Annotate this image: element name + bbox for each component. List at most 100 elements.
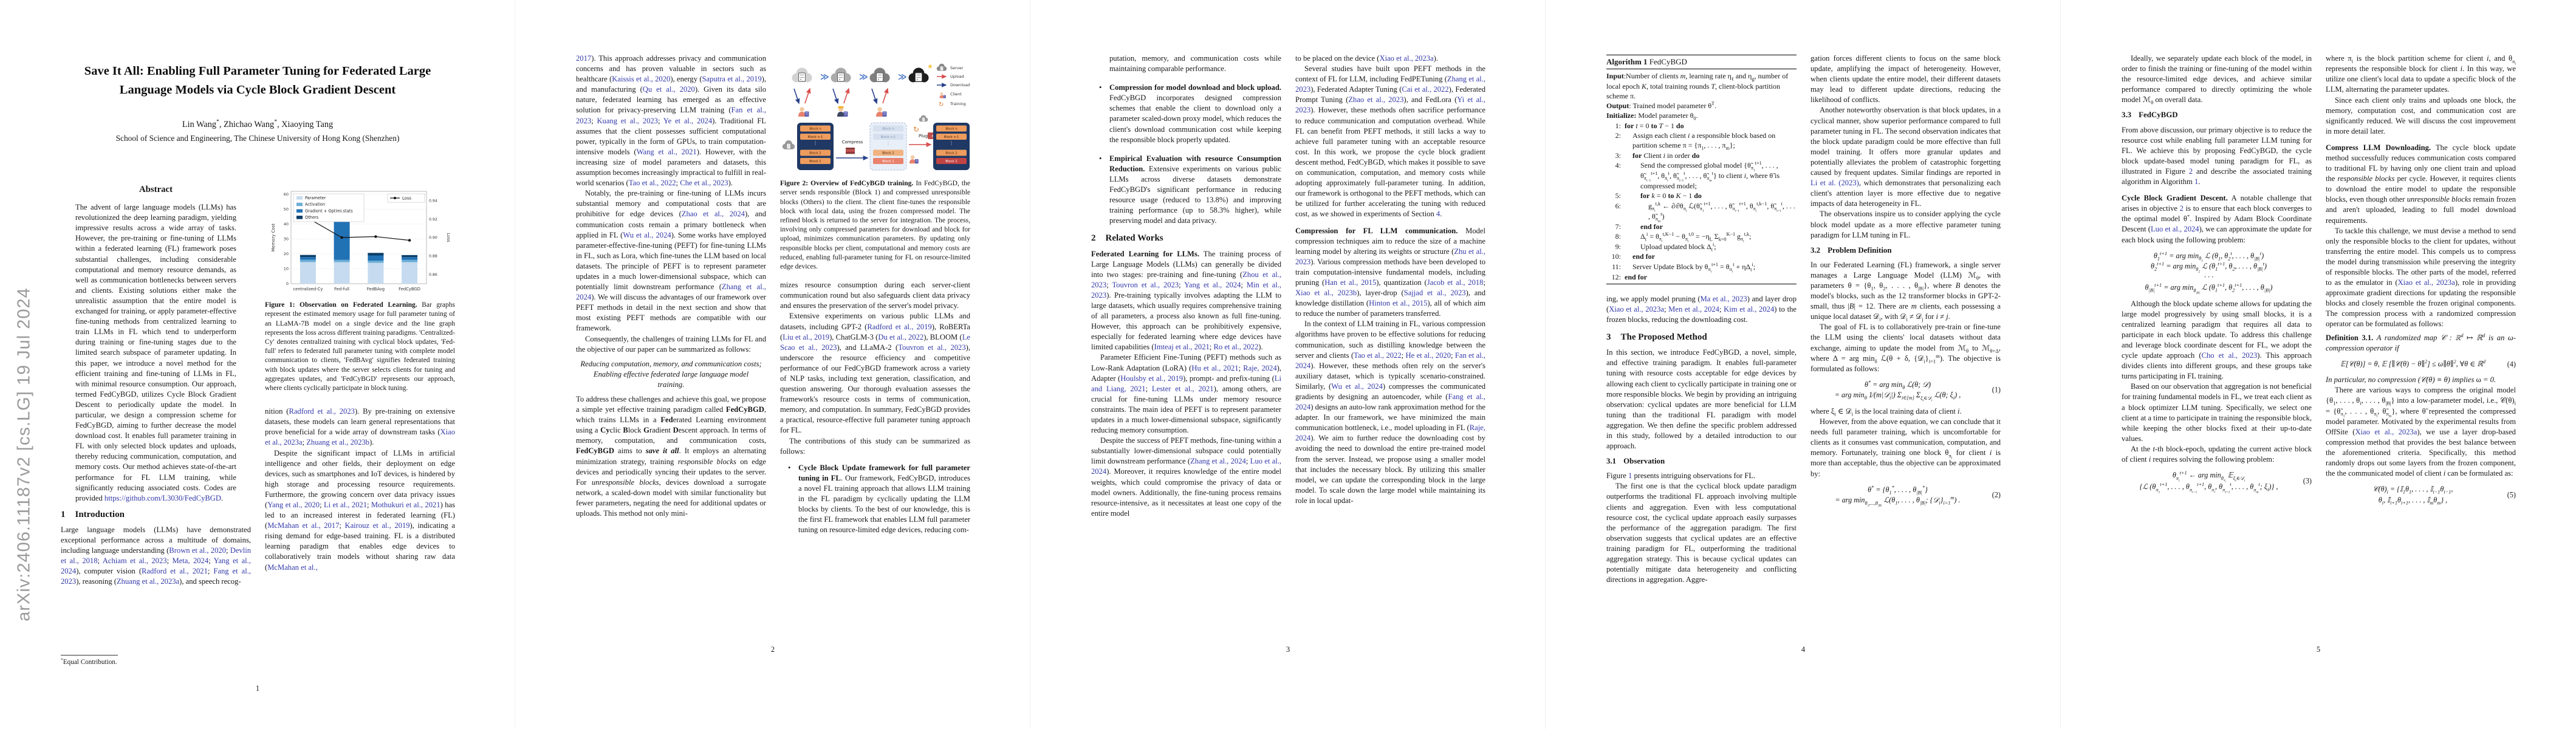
svg-text:Others: Others [305,215,319,220]
citation-link[interactable]: Jacob et al., 2018 [1427,278,1484,287]
citation-link[interactable]: Qu et al., 2020 [642,85,695,94]
figure-caption: Figure 1: Observation on Federated Learn… [265,301,455,392]
citation-link[interactable]: Kairouz et al., 2019 [344,521,410,530]
citation-link[interactable]: Yang et al., 2024 [1184,280,1241,289]
citation-link[interactable]: Wang et al., 2021 [636,147,697,156]
citation-link[interactable]: Ro et al., 2022 [1213,343,1259,352]
citation-link[interactable]: Zhuang et al., 2023b [306,438,370,447]
citation-link[interactable]: Mothukuri et al., 2021 [371,500,440,509]
citation-link[interactable]: Zhao et al., 2024 [681,210,745,219]
star-icon: ★ [927,63,933,70]
paragraph: where ξi ∈ 𝒟i is the local training data… [1810,406,1962,417]
citation-link[interactable]: Xiao et al., 2023a [265,428,455,447]
citation-link[interactable]: Xiao et al., 2023a [1379,54,1434,63]
citation-link[interactable]: Li and Liang, 2021 [1091,374,1281,393]
server-cloud-icon [919,115,928,122]
citation-link[interactable]: Fan et al., 2024 [1295,351,1485,370]
citation-link[interactable]: Luo et al., 2024 [1091,457,1281,476]
citation-link[interactable]: https://github.com/L3030/FedCyBGD [104,493,221,502]
citation-link[interactable]: McMahan et al., [267,563,318,572]
citation-link[interactable]: Hu et al., 2021 [1191,363,1239,372]
figure1: 0 10 20 30 40 50 60 0.86 0.88 0.90 0.92 0.94 central… [265,183,455,297]
citation-link[interactable]: Houlsby et al., 2019 [1120,374,1184,383]
citation-link[interactable]: Raje, 2024 [1295,423,1485,443]
citation-link[interactable]: Zhu et al., 2023 [1295,247,1485,266]
citation-link[interactable]: Zhuang et al., 2023a [116,577,180,586]
citation-link[interactable]: Touvron et al., 2023 [898,343,966,352]
citation-link[interactable]: Brown et al., 2020 [169,546,226,555]
citation-link[interactable]: Radford et al., 2019 [867,322,932,331]
citation-link[interactable]: Xiao et al., 2023a [1609,304,1664,313]
citation-link[interactable]: Luo et al., 2024 [2150,225,2199,234]
bullet-item: Compression for model download and block… [1091,83,1281,145]
citation-link[interactable]: Ye et al., 2024 [663,116,713,125]
citation-link[interactable]: Hinton et al., 2015 [1369,299,1428,308]
citation-link[interactable]: Touvron et al., 2023 [1112,280,1179,289]
equation: 𝔼[𝒞(θ)] = θ, 𝔼 [∥𝒞(θ) − θ∥2] ≤ ω∥θ∥2, ∀θ… [2340,358,2516,368]
citation-link[interactable]: Lester et al., 2021 [1151,384,1214,393]
citation-link[interactable]: Cai et al., 2022 [1402,85,1449,94]
citation-link[interactable]: Imteaj et al., 2021 [1154,343,1210,352]
citation-link[interactable]: Kuang et al., 2023 [597,116,658,125]
figure2-diagram: ★ ≫ ≫ ≫ Server Upload Download Client ↻ Trainin… [782,63,970,171]
citation-link[interactable]: Li et al., 2021 [323,500,367,509]
citation-link[interactable]: Liu et al., 2019 [783,332,830,341]
citation-link[interactable]: Fan et al., 2023 [576,106,766,125]
citation-link[interactable]: Fang et al., 2024 [1295,392,1485,412]
citation-link[interactable]: Yang et al., 2020 [267,500,320,509]
citation-link[interactable]: 1 [1628,471,1632,481]
server-cloud-icon [782,140,795,149]
citation-link[interactable]: Tao et al., 2022 [628,179,676,188]
citation-link[interactable]: 1 [2194,177,2199,187]
citation-link[interactable]: Yang et al., 2024 [61,556,251,576]
equation: θπit+1 ← arg minθπi 𝔼ξi∈𝒟i {ℒ (θπ1t+1, . … [2139,470,2312,495]
citation-link[interactable]: Fang et al., 2023 [61,567,251,586]
citation-link[interactable]: Devlin et al., 2018 [61,546,251,566]
citation-link[interactable]: Radford et al., 2023 [289,407,355,416]
citation-link[interactable]: Zhao et al., 2023 [1348,95,1404,104]
citation-link[interactable]: Min et al., 2023 [1091,280,1281,299]
citation-link[interactable]: McMahan et al., 2017 [267,521,340,530]
citation-link[interactable]: Xiao et al., 2023a [2355,427,2417,436]
citation-link[interactable]: He et al., 2020 [1405,351,1451,360]
svg-text:Download: Download [950,83,970,87]
citation-link[interactable]: Radford et al., 2021 [142,567,208,576]
page-number: 4 [1801,645,1806,654]
column-right: ★ ≫ ≫ ≫ Server Upload Download Client ↻ Trainin… [780,53,970,690]
citation-link[interactable]: Wu et al., 2024 [1331,382,1383,391]
citation-link[interactable]: Raje, 2024 [1243,363,1277,372]
citation-link[interactable]: Zhang et al., 2023 [1295,75,1485,94]
citation-link[interactable]: Li et al. (2023) [1810,179,1859,188]
citation-link[interactable]: 4 [1436,210,1440,219]
citation-link[interactable]: Men et al., 2024 [1668,304,1719,313]
citation-link[interactable]: Zhang et al., 2024 [1190,457,1246,466]
citation-link[interactable]: Sajjad et al., 2023 [1403,289,1466,298]
citation-link[interactable]: Zhang et al., 2024 [576,282,766,302]
citation-link[interactable]: Du et al., 2022 [878,332,924,341]
citation-link[interactable]: Xiao et al., 2023a [2397,278,2455,287]
citation-link[interactable]: Tao et al., 2022 [1354,351,1402,360]
citation-link[interactable]: 2 [2188,166,2193,176]
citation-link[interactable]: Le Scao et al., 2023 [780,332,970,352]
citation-link[interactable]: Ma et al., 2023 [1700,294,1747,303]
citation-link[interactable]: Kaissis et al., 2020 [612,75,671,84]
citation-link[interactable]: Saputra et al., 2019 [702,75,762,84]
paragraph: In this section, we introduce FedCyBGD, … [1606,348,1797,451]
citation-link[interactable]: Achiam et al., 2023 [102,556,167,566]
citation-link[interactable]: Han et al., 2015 [1324,278,1377,287]
compress-label: Compress [842,140,863,145]
bullet-item-continuation: putation, memory, and communication cost… [1109,54,1281,74]
citation-link[interactable]: Meta, 2024 [172,556,209,566]
citation-link[interactable]: Kim et al., 2024 [1724,304,1775,313]
citation-link[interactable]: 2017 [576,54,592,63]
citation-link[interactable]: Wu et al., 2024 [623,230,671,239]
citation-link[interactable]: Cho et al., 2023 [2201,351,2258,360]
citation-link[interactable]: Xiao et al., 2023b [1295,289,1357,298]
citation-link[interactable]: Che et al., 2023 [680,179,728,188]
svg-text:Memory Cost: Memory Cost [271,224,276,252]
citation-link[interactable]: Zhou et al., 2023 [1091,270,1281,289]
svg-text:Block 1: Block 1 [809,160,821,163]
citation-link[interactable]: 2 [2179,204,2184,213]
page-1: arXiv:2406.11187v2 [cs.LG] 19 Jul 2024 S… [0,0,515,729]
citation-link[interactable]: Yi et al., 2023 [1295,95,1485,115]
